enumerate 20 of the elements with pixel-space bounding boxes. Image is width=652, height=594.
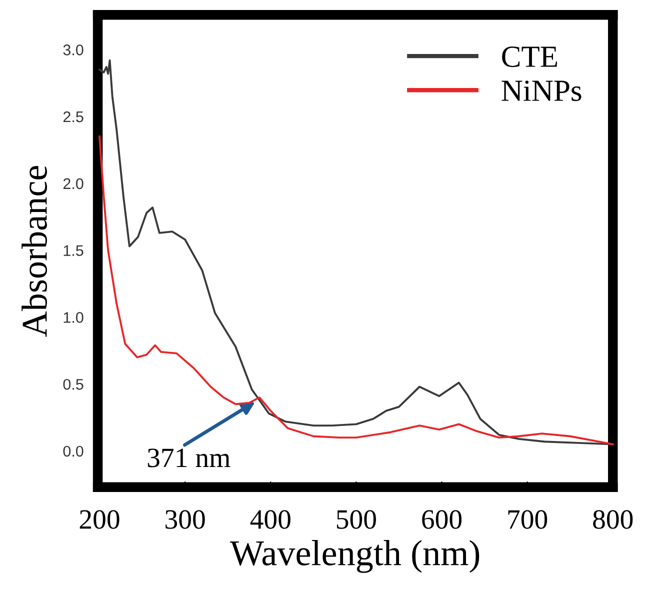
y-tick-label: 2.5 — [63, 111, 84, 122]
x-tick-label: 700 — [508, 510, 548, 529]
x-axis-title: Wavelength (nm) — [230, 540, 480, 573]
annotation: 371 nm — [148, 448, 230, 468]
y-tick-label: 0.0 — [63, 446, 84, 457]
y-tick-label: 0.5 — [63, 378, 84, 390]
y-tick-label: 1.5 — [64, 245, 84, 256]
x-tick-label: 200 — [80, 510, 120, 529]
legend-label: CTE — [502, 46, 558, 68]
x-tick-label: 800 — [593, 510, 633, 529]
y-tick-label: 2.0 — [63, 178, 84, 190]
x-tick-label: 300 — [166, 510, 205, 529]
y-axis-title: Absorbance — [22, 166, 48, 337]
x-tick-label: 500 — [336, 510, 376, 529]
x-tick-label: 600 — [422, 510, 462, 529]
legend-label: NiNPs — [502, 80, 582, 102]
x-tick-label: 400 — [250, 510, 290, 529]
y-tick-label: 1.0 — [64, 312, 84, 323]
line-series — [98, 136, 614, 446]
y-tick-label: 3.0 — [63, 44, 84, 56]
